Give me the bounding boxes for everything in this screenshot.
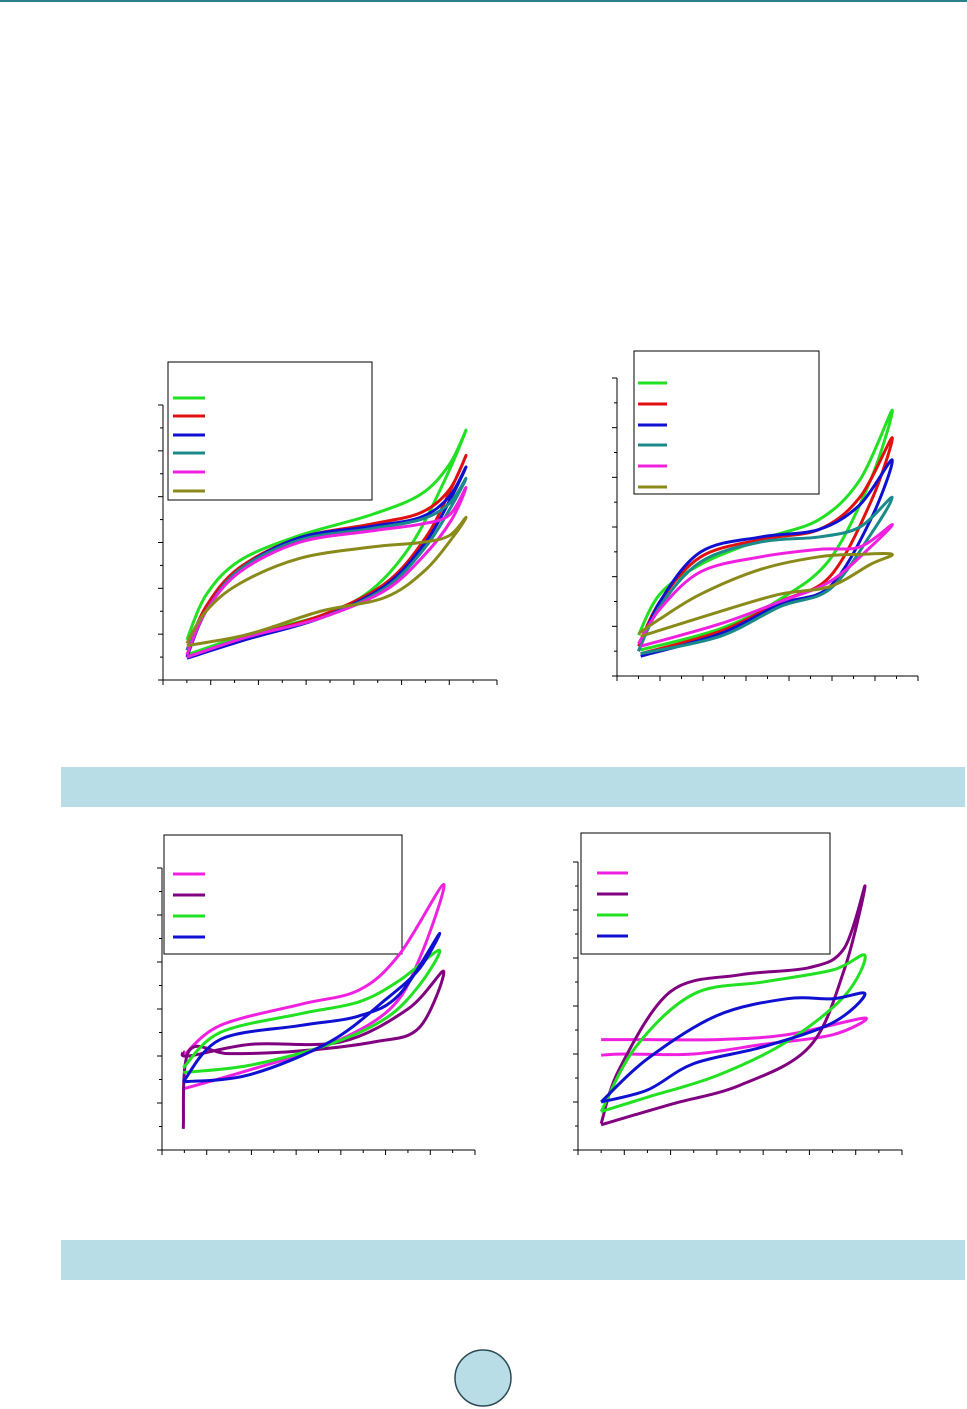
hysteresis-curve	[637, 523, 894, 648]
hysteresis-curve	[600, 991, 867, 1104]
hysteresis-curve	[180, 969, 446, 1129]
hysteresis-curve	[637, 436, 894, 656]
caption-bar	[61, 767, 965, 807]
hysteresis-curve	[182, 948, 442, 1074]
hysteresis-curve	[182, 932, 442, 1084]
hysteresis-curve	[599, 953, 867, 1114]
hysteresis-curve	[599, 884, 867, 1127]
hysteresis-curve	[185, 515, 468, 648]
page-number-badge	[454, 1349, 512, 1407]
legend-box	[167, 361, 373, 501]
hysteresis-curve	[637, 495, 894, 656]
caption-bar	[61, 1240, 965, 1280]
legend-box	[633, 350, 820, 495]
hysteresis-curve	[601, 1016, 868, 1057]
hysteresis-curve	[637, 458, 894, 658]
hysteresis-curve	[637, 551, 894, 638]
hysteresis-curve	[185, 485, 468, 659]
